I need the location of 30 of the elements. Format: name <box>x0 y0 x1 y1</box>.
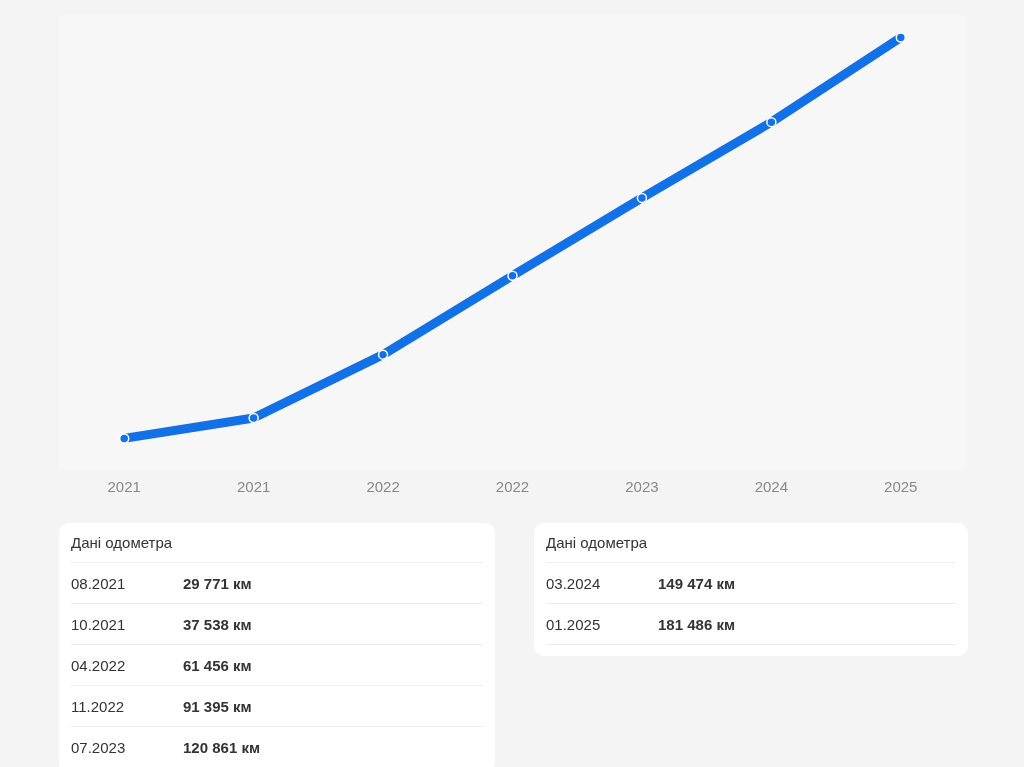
text: 08.2021 <box>71 574 127 594</box>
x-tick-label: 2022 <box>495 477 530 495</box>
x-tick-label: 2024 <box>754 477 789 495</box>
text: 120 861 км <box>183 739 260 756</box>
point <box>895 32 907 43</box>
text: 181 486 км <box>658 616 735 633</box>
text: 149 474 км <box>658 575 735 592</box>
text: Дані одометра <box>71 529 483 563</box>
point <box>636 192 648 204</box>
text: 61 456 км <box>183 657 252 674</box>
text: 10.2021 <box>71 615 127 635</box>
x-tick-label: 2022 <box>366 477 400 495</box>
text: 04.2022 <box>71 656 127 676</box>
text: Дані одометра <box>546 529 956 563</box>
text: 07.2023 <box>71 738 127 758</box>
x-tick-label: 2021 <box>236 477 271 495</box>
text: 01.2025 <box>546 615 602 635</box>
point <box>507 270 518 281</box>
text: 03.2024 <box>546 574 602 594</box>
point <box>248 412 259 424</box>
point <box>118 433 130 444</box>
x-tick-label: 2021 <box>107 477 141 495</box>
x-tick-label: 2023 <box>625 477 659 495</box>
x-tick-label: 2025 <box>884 477 918 495</box>
text: 91 395 км <box>183 698 252 715</box>
point <box>766 116 777 128</box>
text: 37 538 км <box>183 616 252 633</box>
text: 11.2022 <box>71 697 126 717</box>
point <box>377 349 389 360</box>
text: 29 771 км <box>183 575 252 592</box>
